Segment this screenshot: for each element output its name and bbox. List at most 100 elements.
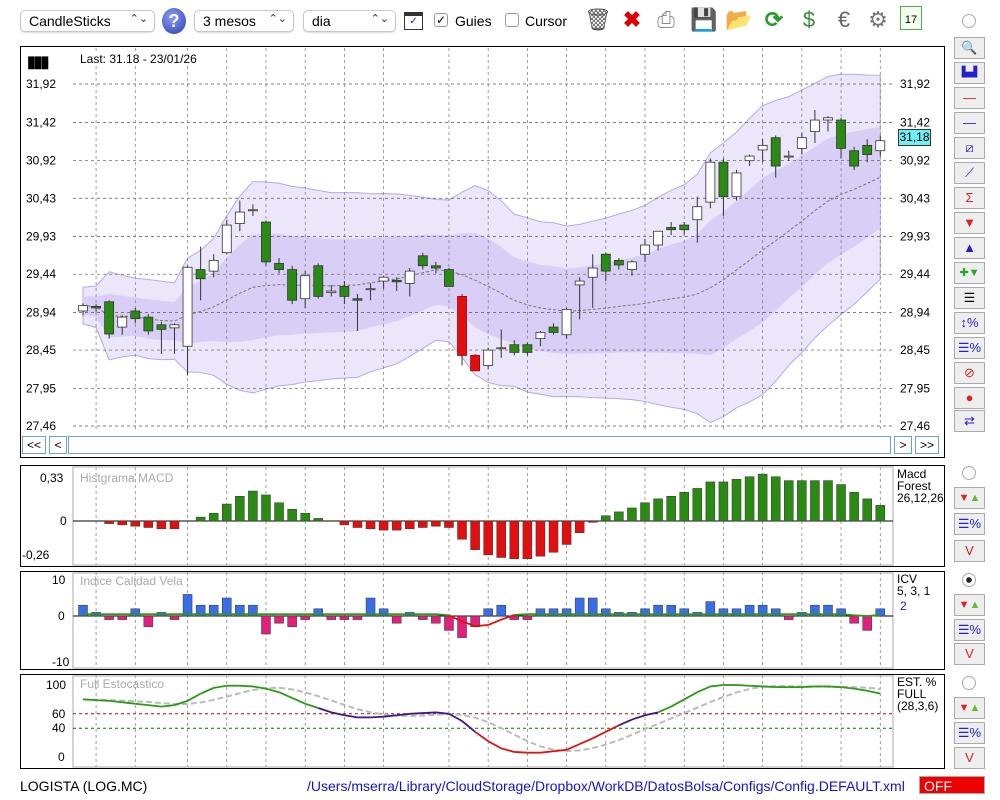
candle-body <box>679 224 690 231</box>
nav-first-button[interactable]: << <box>22 436 46 454</box>
icv-bar <box>261 615 271 635</box>
open-folder-icon[interactable]: 📂 <box>725 7 753 32</box>
macd-curves-icon[interactable]: V <box>954 540 985 562</box>
record-icon[interactable]: ● <box>954 387 985 409</box>
candle-body <box>352 298 363 301</box>
candle-body <box>208 259 219 272</box>
signals-icon[interactable]: ✚▼ <box>954 262 985 284</box>
stoch-percent-icon[interactable]: ☰% <box>954 722 985 744</box>
icv-bar <box>483 608 493 617</box>
euro-icon[interactable]: € <box>837 7 851 32</box>
print-icon[interactable]: ⎙ <box>657 7 675 32</box>
stoch-k-segment <box>213 684 227 689</box>
icv-tick: 10 <box>52 573 66 587</box>
macd-bar <box>274 502 284 522</box>
macd-bar <box>130 520 141 527</box>
refresh-icon[interactable]: ⟳ <box>764 7 784 32</box>
icv-bar <box>731 608 742 617</box>
horizontal-line-red-icon[interactable]: — <box>954 87 985 109</box>
macd-plot-frame <box>72 466 894 566</box>
help-button[interactable]: ? <box>162 8 186 34</box>
icv-bar <box>313 608 324 617</box>
candle-body <box>287 269 298 301</box>
status-off-button[interactable]: OFF <box>919 776 985 794</box>
candle-body <box>195 269 206 280</box>
candle-body <box>457 296 467 356</box>
candle-body <box>731 172 742 198</box>
percent-scale-icon[interactable]: ↕% <box>954 312 985 334</box>
chart-type-select[interactable]: CandleSticks ⌃⌄ <box>20 10 155 32</box>
macd-bar <box>849 492 859 522</box>
stoch-k-segment <box>291 697 306 705</box>
icv-curves-icon[interactable]: V <box>954 643 985 665</box>
grid-lines-icon[interactable]: ☰ <box>954 287 985 309</box>
macd-radio[interactable] <box>962 466 976 480</box>
candle-body <box>339 286 350 297</box>
trash-icon[interactable]: 🗑 <box>584 7 612 32</box>
nav-prev-button[interactable]: < <box>49 436 67 454</box>
stoch-radio[interactable] <box>962 676 976 690</box>
stochastic-panel[interactable] <box>20 674 945 769</box>
arrow-down-icon[interactable]: ▼ <box>954 212 985 234</box>
stoch-title: Full Estocastico <box>80 677 164 691</box>
icv-radio-selected[interactable] <box>962 573 976 587</box>
candle-body <box>653 230 663 246</box>
update-icon[interactable]: $ <box>802 7 816 32</box>
stoch-signals-icon[interactable]: ▼▲ <box>954 697 985 719</box>
icv-tick: 0 <box>58 609 65 623</box>
macd-tick: 0,33 <box>40 471 64 485</box>
price-tick-right: 28,45 <box>900 343 930 357</box>
cursor-checkbox[interactable] <box>505 13 519 27</box>
calendar-icon[interactable]: 17 <box>900 6 922 30</box>
gear-icon[interactable]: ⚙ <box>868 7 888 32</box>
zoom-icon[interactable]: 🔍 <box>954 37 985 59</box>
interval-select[interactable]: dia ⌃⌄ <box>303 10 396 32</box>
trendline-icon[interactable]: ⟋ <box>954 162 985 184</box>
config-path-link[interactable]: /Users/mserra/Library/CloudStorage/Dropb… <box>307 778 905 794</box>
candle-body <box>378 276 389 282</box>
icv-bar <box>130 608 141 617</box>
guides-checkbox[interactable]: ✓ <box>434 13 448 27</box>
icv-panel[interactable] <box>20 571 945 670</box>
candle-body <box>640 244 650 255</box>
no-entry-icon[interactable]: ⊘ <box>954 362 985 384</box>
macd-signals-icon[interactable]: ▼▲ <box>954 487 985 509</box>
percent-lines-icon[interactable]: ☰% <box>954 337 985 359</box>
icv-params: 5, 3, 1 <box>897 584 931 598</box>
icv-bar <box>208 604 219 617</box>
swap-icon[interactable]: ⇄ <box>954 410 985 432</box>
candle-body <box>234 211 245 224</box>
macd-percent-icon[interactable]: ☰% <box>954 513 985 535</box>
chart-window-icon[interactable]: ✓ <box>404 12 423 30</box>
date-scrollbar[interactable] <box>68 436 891 454</box>
candles-compare-icon[interactable]: ▙▟ <box>954 62 985 84</box>
macd-bar <box>143 520 154 528</box>
main-panel-radio[interactable] <box>962 14 976 28</box>
delete-icon[interactable]: ✖ <box>622 7 642 32</box>
nav-next-button[interactable]: > <box>894 436 912 454</box>
stoch-k-segment <box>278 691 293 699</box>
horizontal-line-blue-icon[interactable]: — <box>954 112 985 134</box>
macd-title: Histgrama MACD <box>80 471 174 485</box>
macd-bar <box>222 503 232 522</box>
icv-bar <box>810 604 820 617</box>
stoch-k-segment <box>840 686 855 690</box>
stoch-legend: EST. % FULL (28,3,6) <box>897 676 938 712</box>
stoch-k-segment <box>827 685 842 689</box>
save-icon[interactable]: 💾 <box>690 7 718 32</box>
icv-line-segment <box>867 614 881 617</box>
stoch-k-segment <box>670 698 685 708</box>
channel-icon[interactable]: ⧄ <box>954 137 985 159</box>
period-select[interactable]: 3 mesos ⌃⌄ <box>194 10 294 32</box>
icv-bar <box>470 615 480 628</box>
stoch-k-segment <box>683 691 698 701</box>
price-tick-left: 28,45 <box>26 343 56 357</box>
arrow-up-icon[interactable]: ▲ <box>954 237 985 259</box>
macd-bar <box>679 492 689 522</box>
stoch-curves-icon[interactable]: V <box>954 747 985 769</box>
fibonacci-icon[interactable]: Σ <box>954 187 985 209</box>
nav-last-button[interactable]: >> <box>915 436 939 454</box>
icv-percent-icon[interactable]: ☰% <box>954 619 985 641</box>
icv-signals-icon[interactable]: ▼▲ <box>954 594 985 616</box>
